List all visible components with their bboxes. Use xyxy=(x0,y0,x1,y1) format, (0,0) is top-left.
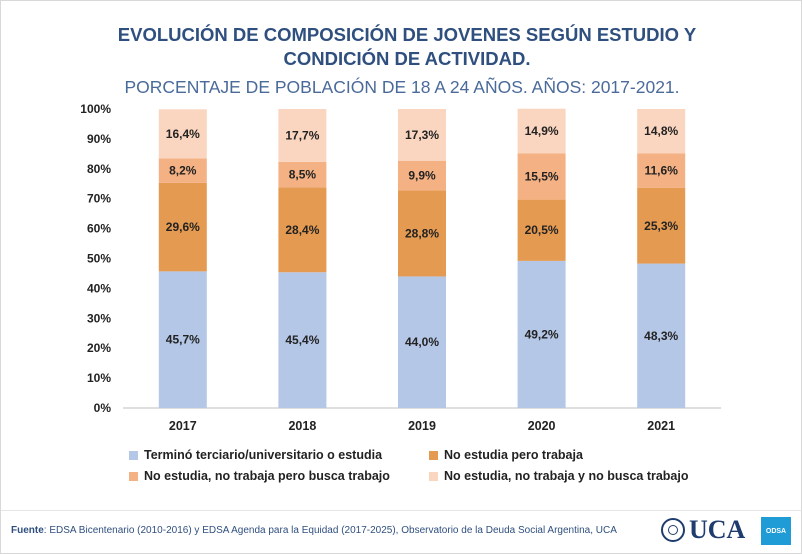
data-label: 48,3% xyxy=(644,329,678,343)
bar-segment xyxy=(398,109,446,161)
x-tick-label: 2017 xyxy=(169,419,197,433)
data-label: 28,8% xyxy=(405,226,439,240)
y-tick-label: 0% xyxy=(94,401,112,415)
uca-logo: UCA xyxy=(661,515,745,545)
data-label: 14,8% xyxy=(644,124,678,138)
bar-segment xyxy=(278,109,327,162)
bar-segment xyxy=(517,108,566,154)
bar-segment xyxy=(517,260,566,408)
legend-item-0: Terminó terciario/universitario o estudi… xyxy=(129,448,382,462)
data-label: 15,5% xyxy=(525,169,559,183)
legend-swatch-3 xyxy=(429,471,438,481)
bar-segment xyxy=(637,187,686,264)
bar-segment xyxy=(517,153,566,200)
bar-segment xyxy=(637,109,686,154)
y-tick-label: 20% xyxy=(87,341,111,355)
chart-legend: Terminó terciario/universitario o estudi… xyxy=(129,448,749,488)
x-tick-label: 2020 xyxy=(528,419,556,433)
data-label: 9,9% xyxy=(408,169,436,183)
data-label: 8,2% xyxy=(169,164,197,178)
uca-logo-text: UCA xyxy=(689,515,746,544)
legend-label-1: No estudia pero trabaja xyxy=(444,448,583,462)
bar-segment xyxy=(398,160,446,191)
data-label: 45,4% xyxy=(285,333,319,347)
bar-segment xyxy=(517,199,566,261)
chart-subtitle: PORCENTAJE DE POBLACIÓN DE 18 A 24 AÑOS.… xyxy=(124,77,680,97)
chart-title: EVOLUCIÓN DE COMPOSICIÓN DE JOVENES SEGÚ… xyxy=(1,23,802,71)
bar-segment xyxy=(158,182,207,272)
data-label: 16,4% xyxy=(166,127,200,141)
x-tick-label: 2019 xyxy=(408,419,436,433)
bar-segment xyxy=(158,109,207,159)
data-label: 28,4% xyxy=(285,223,319,237)
data-label: 8,5% xyxy=(289,168,317,182)
data-label: 17,3% xyxy=(405,128,439,142)
source-text: : EDSA Bicentenario (2010-2016) y EDSA A… xyxy=(43,525,617,536)
bar-segment xyxy=(278,272,327,408)
bar-segment xyxy=(158,271,207,408)
y-tick-label: 10% xyxy=(87,371,111,385)
bar-segment xyxy=(398,276,446,408)
data-label: 29,6% xyxy=(166,220,200,234)
x-tick-label: 2021 xyxy=(647,419,675,433)
legend-item-3: No estudia, no trabaja y no busca trabaj… xyxy=(429,469,689,483)
y-tick-label: 40% xyxy=(87,281,111,295)
stacked-bar-chart: 0% 10% 20% 30% 40% 50% 60% 70% 80% 90% 100% 45,7% 29… xyxy=(80,102,721,433)
bar-segment xyxy=(398,190,446,277)
bar-segment xyxy=(158,158,207,183)
legend-swatch-2 xyxy=(129,471,138,481)
data-label: 17,7% xyxy=(285,128,319,142)
y-tick-label: 60% xyxy=(87,222,111,236)
legend-swatch-1 xyxy=(429,450,438,460)
y-tick-label: 70% xyxy=(87,192,111,206)
bar-segment xyxy=(278,187,327,273)
bar-segment xyxy=(278,161,327,188)
legend-item-2: No estudia, no trabaja pero busca trabaj… xyxy=(129,469,390,483)
legend-swatch-0 xyxy=(129,450,138,460)
data-label: 45,7% xyxy=(166,333,200,347)
data-label: 25,3% xyxy=(644,219,678,233)
y-tick-label: 30% xyxy=(87,311,111,325)
data-label: 14,9% xyxy=(525,124,559,138)
x-tick-label: 2018 xyxy=(288,419,316,433)
footer: Fuente: EDSA Bicentenario (2010-2016) y … xyxy=(1,510,802,551)
bar-segment xyxy=(637,153,686,188)
source-label: Fuente xyxy=(11,525,44,536)
data-label: 20,5% xyxy=(525,223,559,237)
y-tick-label: 90% xyxy=(87,132,111,146)
y-tick-label: 80% xyxy=(87,162,111,176)
odsa-badge: ODSA xyxy=(761,517,791,545)
chart-title-text: EVOLUCIÓN DE COMPOSICIÓN DE JOVENES SEGÚ… xyxy=(117,24,697,69)
data-label: 11,6% xyxy=(645,164,679,178)
uca-seal-icon xyxy=(661,518,685,542)
legend-label-2: No estudia, no trabaja pero busca trabaj… xyxy=(144,469,390,483)
y-tick-label: 50% xyxy=(87,252,111,266)
data-label: 49,2% xyxy=(525,327,559,341)
legend-item-1: No estudia pero trabaja xyxy=(429,448,583,462)
bar-segment xyxy=(637,263,686,408)
data-label: 44,0% xyxy=(405,335,439,349)
legend-label-0: Terminó terciario/universitario o estudi… xyxy=(144,448,383,462)
y-tick-label: 100% xyxy=(80,102,111,116)
legend-label-3: No estudia, no trabaja y no busca trabaj… xyxy=(444,469,689,483)
source-note: Fuente: EDSA Bicentenario (2010-2016) y … xyxy=(11,525,617,536)
